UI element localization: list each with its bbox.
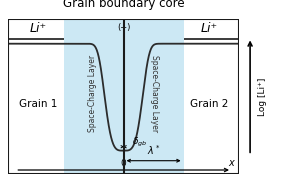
Text: x: x bbox=[228, 158, 234, 168]
Text: Space-Charge Layer: Space-Charge Layer bbox=[150, 55, 159, 132]
Text: Li⁺: Li⁺ bbox=[200, 22, 217, 36]
Text: Li⁺: Li⁺ bbox=[30, 22, 47, 36]
Text: 0: 0 bbox=[121, 159, 126, 168]
Text: $\delta_{gb}$: $\delta_{gb}$ bbox=[132, 136, 147, 149]
Text: Grain 2: Grain 2 bbox=[190, 99, 228, 109]
Text: Grain 1: Grain 1 bbox=[19, 99, 58, 109]
Text: Log [Li⁺]: Log [Li⁺] bbox=[258, 77, 267, 116]
Text: (+): (+) bbox=[117, 23, 130, 32]
Text: Grain boundary core: Grain boundary core bbox=[63, 0, 184, 10]
Bar bbox=[64, 19, 183, 174]
Text: Space-Charge Layer: Space-Charge Layer bbox=[88, 55, 97, 132]
Text: $\lambda^*$: $\lambda^*$ bbox=[147, 143, 160, 157]
